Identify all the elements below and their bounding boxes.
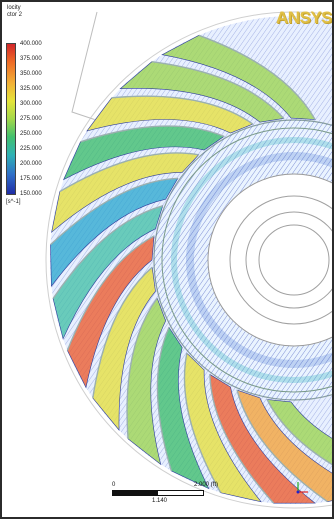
impeller-vane: [151, 61, 285, 119]
legend-label: 400.000: [20, 41, 42, 47]
impeller-vane: [111, 95, 254, 125]
impeller-vane: [209, 374, 275, 504]
impeller-vane: [52, 205, 163, 299]
outer-casing-circle: [45, 11, 332, 509]
scale-start-label: 0: [112, 482, 116, 488]
legend-labels: 400.000 375.000 350.000 325.000 300.000 275.0…: [20, 41, 60, 197]
impeller-vane: [236, 389, 328, 503]
impeller-vane: [50, 177, 178, 246]
legend-label: 175.000: [20, 176, 42, 182]
axis-triad-icon: [296, 482, 308, 494]
hub-ring-1: [229, 195, 332, 325]
legend-unit: [s^-1]: [6, 199, 21, 205]
legend-label: 150.000: [20, 191, 42, 197]
impeller-vane: [80, 125, 225, 143]
scale-end-label: 2.000 (ft): [194, 482, 219, 488]
legend-label: 300.000: [20, 101, 42, 107]
legend-label: 225.000: [20, 146, 42, 152]
legend-color-bar: [6, 43, 16, 195]
impeller-vane: [59, 152, 199, 193]
legend-label: 325.000: [20, 86, 42, 92]
legend-title-line-1: locity: [7, 5, 21, 11]
hub-ring-3: [258, 224, 330, 296]
blade-passages: [50, 34, 332, 504]
legend-label: 275.000: [20, 116, 42, 122]
impeller-vane: [266, 399, 332, 466]
scale-bar-graphic: [112, 490, 204, 496]
legend-label: 350.000: [20, 71, 42, 77]
legend-label: 250.000: [20, 131, 42, 137]
ansys-logo: ANSYS: [275, 8, 332, 27]
inner-ring-edge: [161, 127, 332, 393]
legend-label: 375.000: [20, 56, 42, 62]
legend-title-line-2: ctor 2: [7, 12, 23, 18]
impeller-vane: [183, 353, 222, 494]
impeller-vane: [198, 34, 316, 120]
impeller-vane: [66, 235, 155, 351]
legend-title: locity ctor 2: [7, 5, 22, 19]
hub-ring-2: [245, 211, 332, 309]
impeller-vane: [156, 327, 173, 472]
hub: [207, 173, 332, 347]
scale-mid-label: 1.140: [152, 498, 168, 504]
impeller-vane: [92, 266, 153, 399]
impeller-vane: [126, 297, 158, 439]
legend-label: 200.000: [20, 161, 42, 167]
